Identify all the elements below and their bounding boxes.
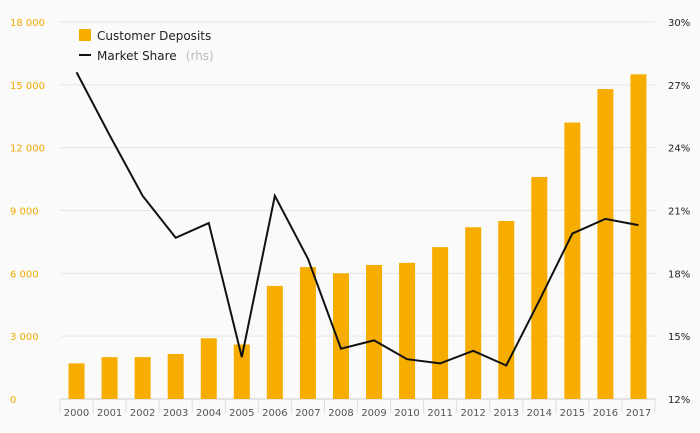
x-tick-label: 2002 [130,408,155,419]
x-tick-label: 2017 [626,408,651,419]
bar [332,273,349,399]
x-tick-label: 2014 [527,408,552,419]
legend-line-suffix: (rhs) [186,49,214,63]
x-tick-label: 2007 [295,408,320,419]
right-tick-label: 15% [668,332,690,343]
legend-bar-label: Customer Deposits [97,29,211,43]
bar [167,353,184,399]
x-tick-label: 2000 [64,408,89,419]
legend-bar-swatch [79,29,91,41]
bar [531,176,548,399]
legend-line-text: Market Share (rhs) [97,45,214,64]
right-tick-label: 30% [668,18,690,29]
gridlines [60,21,655,400]
left-tick-label: 3 000 [10,332,39,343]
x-tick-label: 2013 [494,408,519,419]
bar [68,363,85,399]
x-tick-label: 2010 [394,408,419,419]
left-tick-label: 12 000 [10,144,45,155]
bar [233,344,250,399]
bar [564,122,581,400]
x-axis-ticks: 2000 2001 2002 2003 2004 2005 2006 2007 2008 2009… [59,399,656,419]
left-tick-label: 15 000 [10,81,45,92]
bar [465,227,482,399]
line-series-market-share [75,71,639,367]
bar [200,338,217,399]
bar [597,89,614,400]
bar [399,262,416,399]
right-tick-label: 27% [668,81,690,92]
bar-series-customer-deposits [68,74,647,400]
right-axis-ticks: 12% 15% 18% 21% 24% 27% 30% [668,18,690,406]
left-tick-label: 6 000 [10,269,39,280]
bar [366,264,383,399]
left-tick-label: 18 000 [10,18,45,29]
x-tick-label: 2001 [97,408,122,419]
market-share-line [75,71,639,367]
x-tick-label: 2004 [196,408,221,419]
bar [299,267,316,399]
x-tick-label: 2006 [262,408,287,419]
bar [101,357,118,399]
right-tick-label: 12% [668,395,690,406]
x-tick-label: 2005 [229,408,254,419]
right-tick-label: 18% [668,269,690,280]
right-tick-label: 24% [668,144,690,155]
x-tick-label: 2008 [328,408,353,419]
x-tick-label: 2012 [460,408,485,419]
right-tick-label: 21% [668,207,690,218]
x-tick-label: 2003 [163,408,188,419]
x-tick-label: 2011 [427,408,452,419]
bar [134,357,151,399]
bar [630,74,647,399]
bar [498,220,515,399]
left-tick-label: 0 [10,395,16,406]
x-tick-label: 2015 [560,408,585,419]
legend: Customer Deposits Market Share (rhs) [79,29,214,64]
x-tick-label: 2016 [593,408,618,419]
x-tick-label: 2009 [361,408,386,419]
left-tick-label: 9 000 [10,207,39,218]
bar [266,285,283,399]
left-axis-ticks: 0 3 000 6 000 9 000 12 000 15 000 18 000 [10,18,45,406]
bar [432,247,449,399]
legend-line-label: Market Share [97,49,177,63]
